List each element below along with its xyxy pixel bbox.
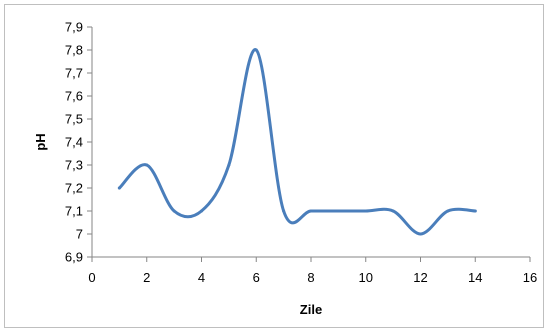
x-tick-label: 16 — [523, 270, 537, 285]
tick-labels: 6,9 7 7,1 7,2 7,3 7,4 7,5 7,6 7,7 7,8 7,9 0 2 4 6 8 10 12… — [65, 20, 537, 286]
data-point — [336, 209, 340, 213]
x-tick-label: 6 — [253, 270, 260, 285]
data-point — [227, 163, 231, 167]
data-point — [391, 209, 395, 213]
y-tick-label: 7,8 — [65, 43, 83, 58]
y-tick-label: 6,9 — [65, 250, 83, 265]
series-line — [117, 48, 477, 236]
axes — [87, 26, 531, 262]
x-axis-label: Zile — [300, 302, 322, 317]
x-tick-label: 4 — [198, 270, 205, 285]
data-point — [254, 48, 258, 52]
data-point — [282, 209, 286, 213]
series-group — [117, 48, 477, 236]
y-tick-label: 7,9 — [65, 20, 83, 35]
data-point — [473, 209, 477, 213]
x-tick-label: 14 — [468, 270, 482, 285]
y-axis-label: pH — [33, 133, 48, 150]
data-point — [117, 186, 121, 190]
data-point — [200, 209, 203, 213]
y-tick-label: 7,2 — [65, 181, 83, 196]
y-tick-label: 7,4 — [65, 135, 83, 150]
y-tick-label: 7,3 — [65, 158, 83, 173]
data-point — [446, 209, 450, 213]
x-tick-label: 0 — [88, 270, 95, 285]
data-point — [364, 209, 368, 213]
y-tick-label: 7,1 — [65, 204, 83, 219]
y-tick-label: 7,5 — [65, 112, 83, 127]
y-tick-label: 7,6 — [65, 89, 83, 104]
x-tick-label: 2 — [143, 270, 150, 285]
y-tick-label: 7 — [76, 227, 83, 242]
data-point — [172, 209, 176, 213]
data-point — [309, 209, 313, 213]
x-tick-label: 10 — [359, 270, 373, 285]
y-tick-label: 7,7 — [65, 66, 83, 81]
data-point — [419, 232, 422, 236]
x-tick-label: 8 — [307, 270, 314, 285]
data-point — [145, 163, 149, 167]
chart-frame — [4, 4, 544, 328]
x-tick-label: 12 — [413, 270, 427, 285]
